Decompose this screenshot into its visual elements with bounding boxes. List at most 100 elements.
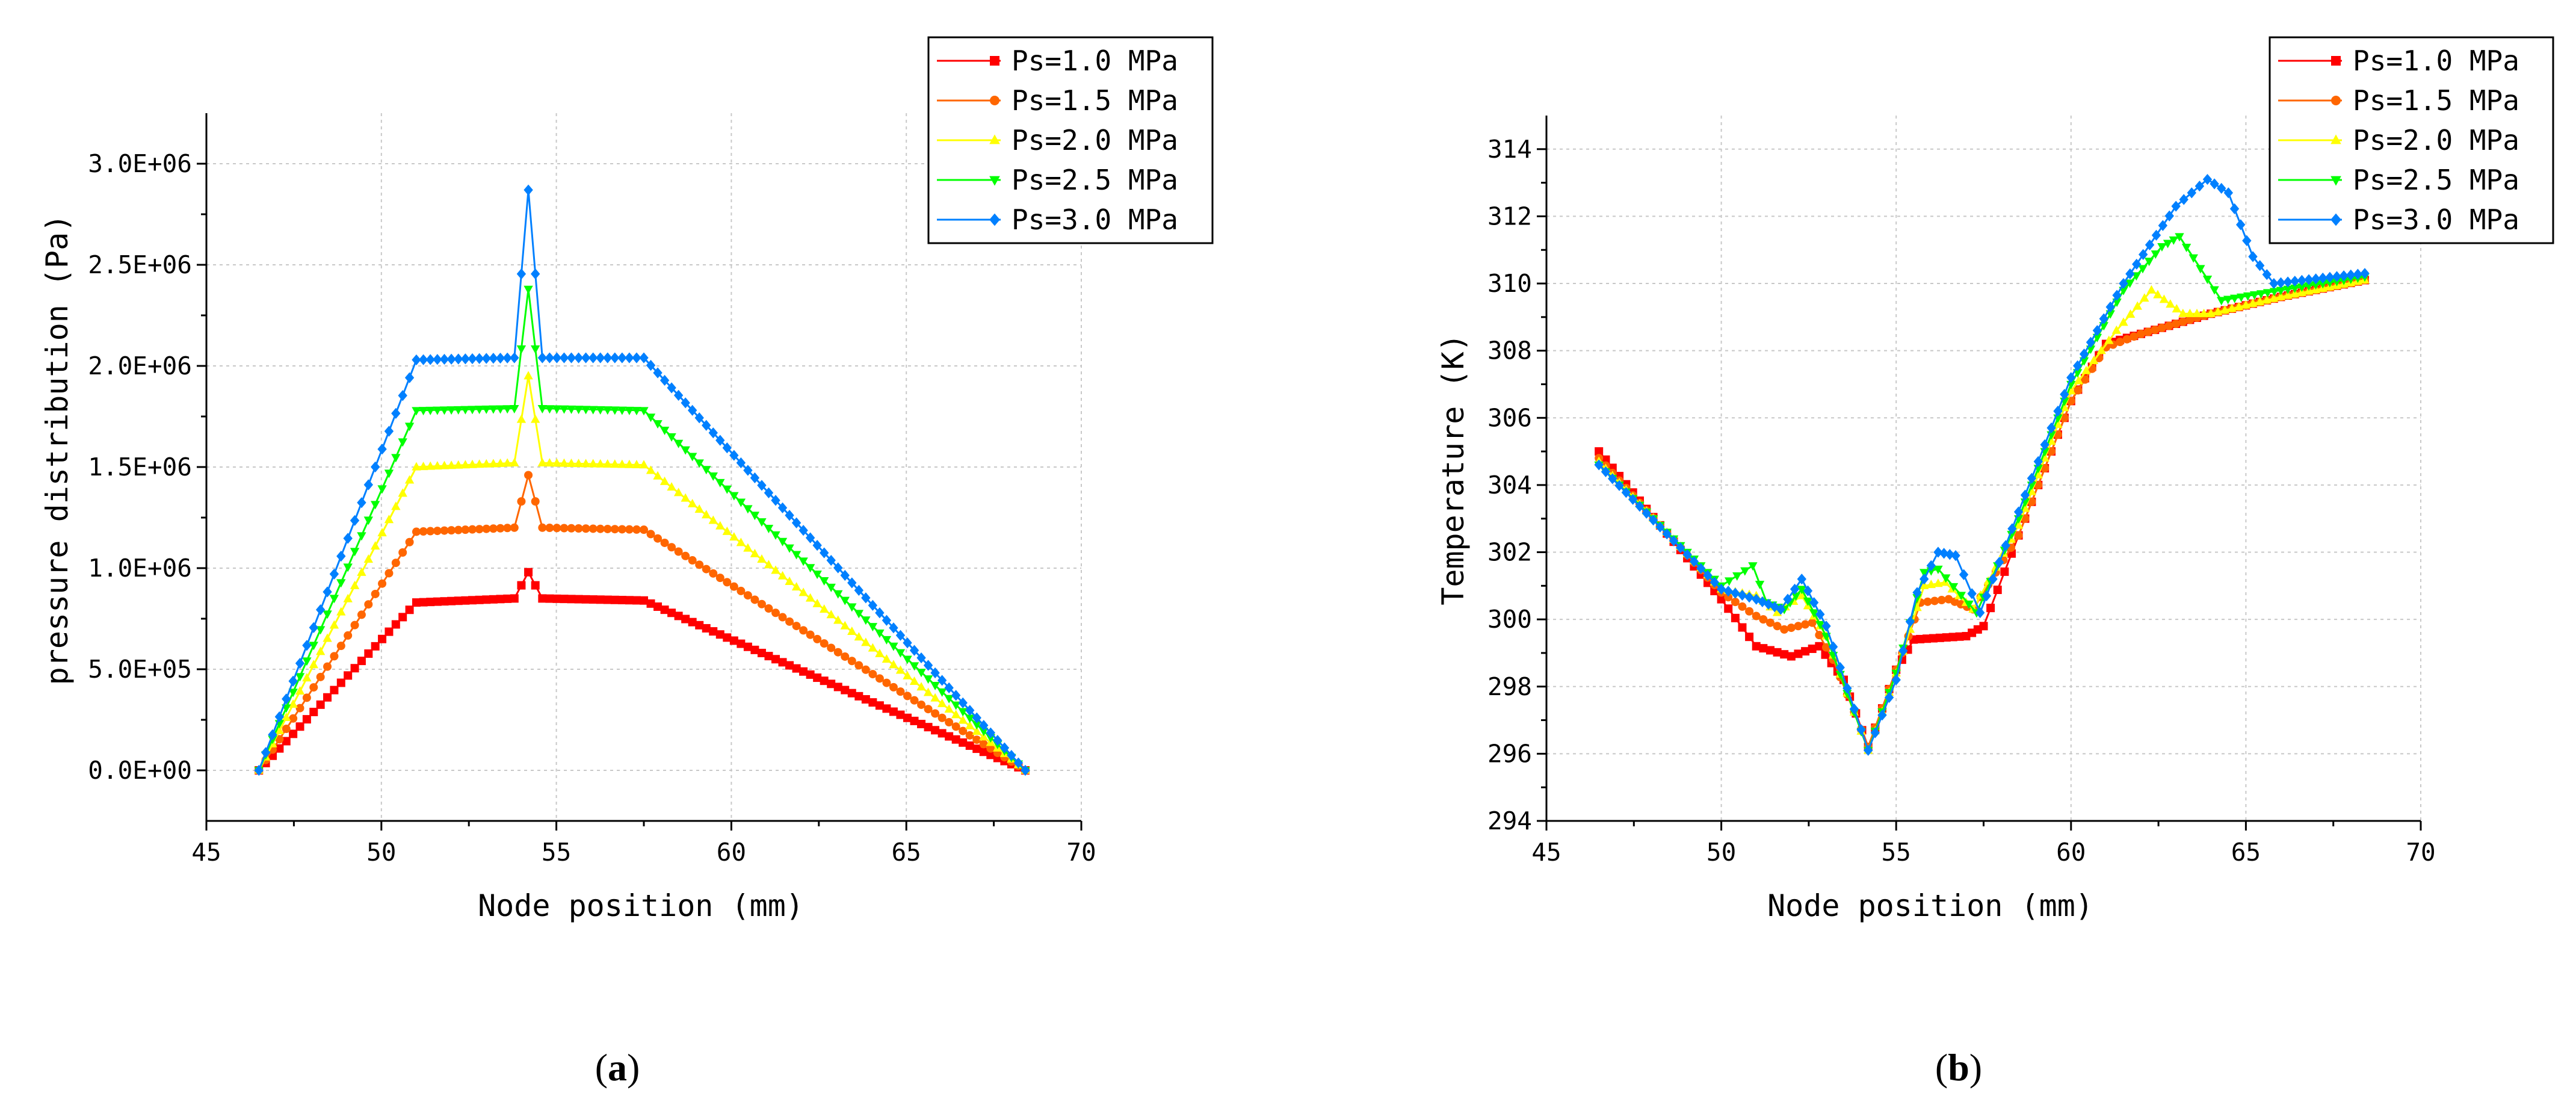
chart-a-data-point xyxy=(895,665,906,674)
chart-a-data-point xyxy=(574,595,583,604)
chart-a-data-point xyxy=(861,637,871,646)
chart-a-data-point xyxy=(660,538,669,547)
chart-a-data-point xyxy=(1007,749,1016,761)
chart-b-data-point xyxy=(1842,690,1852,699)
chart-a-data-point xyxy=(617,459,627,468)
chart-a-data-point xyxy=(588,459,598,468)
chart-a-data-point xyxy=(847,577,857,589)
chart-a-data-point xyxy=(377,485,387,494)
chart-b-data-point xyxy=(2187,187,2197,199)
chart-b-data-point xyxy=(2339,270,2349,282)
chart-b-data-point xyxy=(2001,540,2011,551)
chart-a-data-point xyxy=(750,472,760,484)
chart-b-data-point xyxy=(2262,269,2272,280)
chart-b-y-tick-label: 312 xyxy=(1487,202,1532,231)
chart-a-data-point xyxy=(404,422,415,432)
chart-a-data-point xyxy=(531,497,540,506)
chart-a-data-point xyxy=(882,704,891,713)
chart-a-data-point xyxy=(875,674,884,683)
chart-b-data-point xyxy=(1669,535,1679,546)
chart-b-data-point xyxy=(1710,577,1719,588)
chart-b-data-point xyxy=(2054,430,2063,439)
chart-b-data-point xyxy=(1780,625,1789,634)
chart-a-data-point xyxy=(827,679,836,689)
chart-b-data-point xyxy=(2151,326,2160,335)
chart-a-data-point xyxy=(764,560,774,569)
chart-a-data-point xyxy=(951,735,960,744)
chart-b-data-point xyxy=(1919,580,1929,589)
chart-b-data-point xyxy=(2206,308,2216,317)
chart-b-data-point xyxy=(1988,574,1998,585)
chart-a-data-point xyxy=(482,524,491,533)
chart-a-data-point xyxy=(673,439,684,448)
chart-a-data-point xyxy=(708,515,718,524)
chart-b-data-point xyxy=(1981,590,1992,602)
chart-a-data-point xyxy=(363,479,374,491)
chart-a-data-point xyxy=(764,525,774,534)
chart-a-data-point xyxy=(930,682,940,691)
chart-a-data-point xyxy=(688,617,697,627)
chart-a-data-point xyxy=(482,595,491,604)
chart-b-data-point xyxy=(1752,642,1761,651)
chart-a-data-point xyxy=(370,541,380,550)
chart-a-data-point xyxy=(909,645,919,656)
chart-a-data-point xyxy=(588,352,598,364)
chart-a-data-point xyxy=(391,407,401,419)
chart-a-data-point xyxy=(799,626,808,635)
chart-a-data-point xyxy=(750,595,759,604)
chart-a-data-point xyxy=(323,586,332,598)
chart-b-data-point xyxy=(1935,633,1944,642)
chart-b-legend-label: Ps=3.0 MPa xyxy=(2353,203,2519,236)
chart-a-data-point xyxy=(965,720,975,729)
chart-a-data-point xyxy=(371,589,380,598)
chart-a-data-point xyxy=(343,593,353,602)
chart-a-data-point xyxy=(959,726,968,735)
chart-b-x-ticks: 45 50 55 60 65 70 xyxy=(1531,821,2436,867)
chart-a-data-point xyxy=(566,458,576,467)
chart-a-data-point xyxy=(489,595,498,604)
chart-b-data-point xyxy=(2066,397,2075,406)
chart-a-data-point xyxy=(805,593,815,602)
chart-b-data-point xyxy=(2112,289,2122,301)
chart-a-data-point xyxy=(357,567,366,576)
chart-a-data-point xyxy=(433,406,442,415)
chart-a-data-point xyxy=(329,595,339,604)
chart-a-data-point xyxy=(460,460,471,469)
chart-a-data-point xyxy=(603,595,612,604)
chart-a-data-point xyxy=(545,524,554,533)
chart-a-data-point xyxy=(847,689,856,698)
chart-b-data-point xyxy=(1842,682,1852,694)
chart-b-data-point xyxy=(1815,642,1824,651)
chart-b-data-point xyxy=(1919,574,1929,585)
chart-b-x-tick-label: 55 xyxy=(1882,838,1911,867)
chart-a-data-point xyxy=(454,353,463,365)
chart-a-data-point xyxy=(524,184,533,196)
chart-b-legend-swatch-marker xyxy=(2330,134,2341,144)
chart-a-data-point xyxy=(930,693,940,702)
chart-a-data-point xyxy=(792,664,801,673)
chart-a-data-point xyxy=(764,652,773,661)
chart-a-data-point xyxy=(653,534,663,543)
chart-a-data-point xyxy=(412,598,421,607)
chart-panel-a: 0.0E+00 5.0E+05 1.0E+06 1.5E+06 2.0E+06 2.5E+… xyxy=(40,36,1214,1089)
chart-b-data-point xyxy=(1601,466,1611,477)
chart-a-data-point xyxy=(481,405,491,414)
chart-a-data-point xyxy=(531,345,540,354)
chart-a-data-point xyxy=(812,540,822,551)
chart-a-data-point xyxy=(398,438,407,447)
chart-b-legend-swatch-marker xyxy=(2331,56,2341,66)
chart-b-data-point xyxy=(2181,243,2191,252)
chart-a-y-tick-label: 1.0E+06 xyxy=(88,554,192,583)
chart-a-data-point xyxy=(667,608,676,617)
chart-a-data-point xyxy=(833,648,842,657)
chart-a-data-point xyxy=(475,595,484,604)
chart-a-data-point xyxy=(826,554,836,566)
chart-b-data-point xyxy=(2104,335,2114,344)
chart-b-data-point xyxy=(1780,650,1789,659)
chart-b-data-point xyxy=(1986,604,1995,613)
chart-a-data-point xyxy=(681,397,690,409)
chart-b-data-point xyxy=(1940,577,1950,586)
chart-a-data-point xyxy=(979,740,988,749)
chart-a-data-point xyxy=(545,352,555,364)
chart-a-data-point xyxy=(841,652,850,661)
